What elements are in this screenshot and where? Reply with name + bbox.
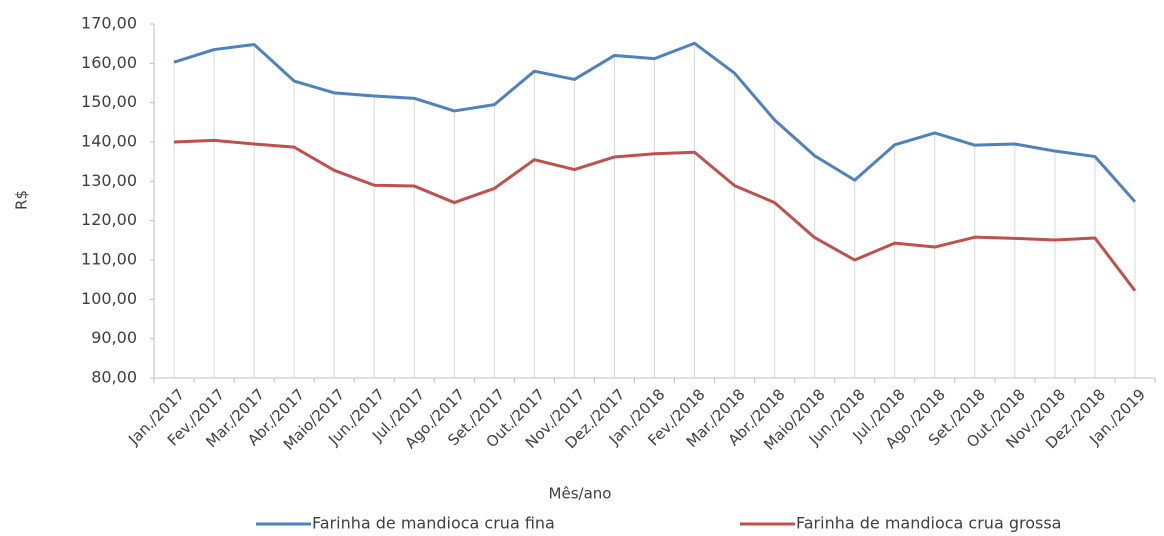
series-line [173, 41, 1137, 203]
y-tick-label: 160,00 [81, 53, 137, 72]
y-tick-label: 140,00 [81, 132, 137, 151]
series-line [173, 138, 1137, 292]
y-tick-label: 100,00 [81, 289, 137, 308]
x-axis-label: Mês/ano [549, 485, 612, 503]
y-tick-label: 150,00 [81, 92, 137, 111]
y-tick-label: 170,00 [81, 14, 137, 33]
legend-label: Farinha de mandioca crua grossa [796, 514, 1061, 533]
y-tick-label: 90,00 [91, 328, 137, 347]
y-tick-label: 120,00 [81, 210, 137, 229]
y-tick-label: 130,00 [81, 171, 137, 190]
legend-label: Farinha de mandioca crua fina [312, 514, 555, 533]
y-tick-label: 110,00 [81, 250, 137, 269]
y-tick-label: 80,00 [91, 368, 137, 387]
y-axis-label: R$ [13, 190, 31, 210]
